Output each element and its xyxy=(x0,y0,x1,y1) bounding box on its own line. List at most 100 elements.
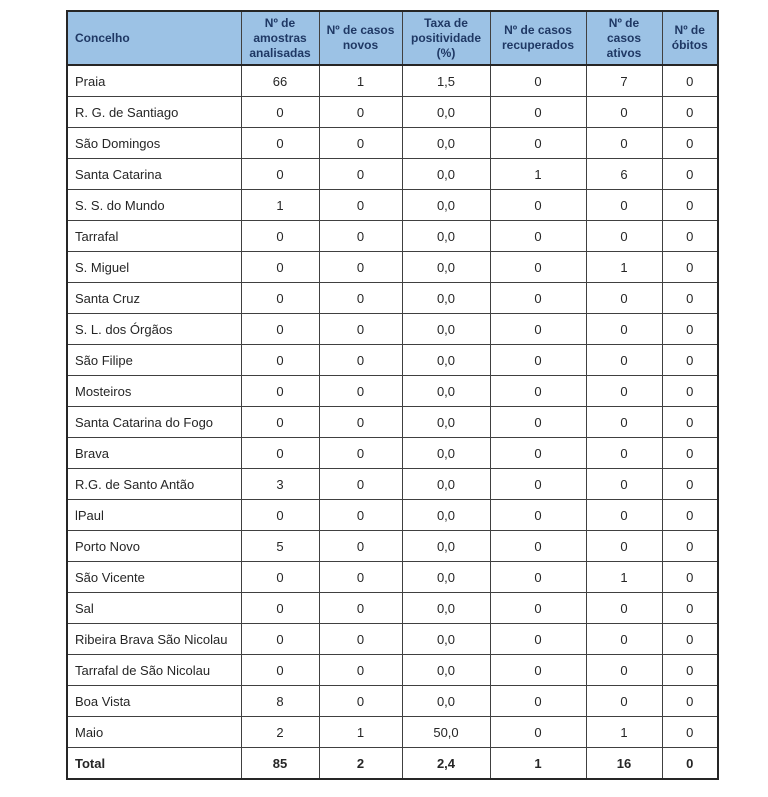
value-cell: 0 xyxy=(489,127,587,159)
value-cell: 0 xyxy=(661,158,719,190)
value-cell: 0 xyxy=(585,623,663,655)
concelho-cell: lPaul xyxy=(66,499,242,531)
total-value-cell: 1 xyxy=(489,747,587,780)
value-cell: 0 xyxy=(318,561,403,593)
value-cell: 0 xyxy=(489,220,587,252)
value-cell: 0 xyxy=(318,251,403,283)
value-cell: 0 xyxy=(585,375,663,407)
value-cell: 5 xyxy=(240,530,320,562)
value-cell: 0 xyxy=(489,344,587,376)
value-cell: 0 xyxy=(318,406,403,438)
value-cell: 0 xyxy=(318,685,403,717)
value-cell: 0 xyxy=(318,344,403,376)
concelho-cell: São Filipe xyxy=(66,344,242,376)
table-row: Santa Cruz 0 0 0,0 0 0 0 xyxy=(66,282,719,314)
value-cell: 0 xyxy=(240,96,320,128)
value-cell: 0 xyxy=(661,282,719,314)
value-cell: 2 xyxy=(240,716,320,748)
value-cell: 0 xyxy=(585,344,663,376)
concelho-cell: Santa Catarina xyxy=(66,158,242,190)
value-cell: 0 xyxy=(585,220,663,252)
value-cell: 0,0 xyxy=(401,313,491,345)
total-value-cell: 2,4 xyxy=(401,747,491,780)
value-cell: 0 xyxy=(240,499,320,531)
header-row: Concelho Nº de amostras analisadas Nº de c… xyxy=(66,10,719,66)
table-row: S. Miguel 0 0 0,0 0 1 0 xyxy=(66,251,719,283)
value-cell: 1 xyxy=(489,158,587,190)
value-cell: 0 xyxy=(318,220,403,252)
value-cell: 0 xyxy=(318,127,403,159)
concelho-cell: Santa Cruz xyxy=(66,282,242,314)
value-cell: 0 xyxy=(661,375,719,407)
concelho-cell: Ribeira Brava São Nicolau xyxy=(66,623,242,655)
value-cell: 0 xyxy=(661,499,719,531)
value-cell: 0,0 xyxy=(401,375,491,407)
concelho-cell: Praia xyxy=(66,64,242,97)
value-cell: 0 xyxy=(318,592,403,624)
concelho-cell: Brava xyxy=(66,437,242,469)
value-cell: 0 xyxy=(240,623,320,655)
value-cell: 1 xyxy=(240,189,320,221)
value-cell: 0 xyxy=(661,189,719,221)
covid-municipality-table: Concelho Nº de amostras analisadas Nº de c… xyxy=(66,10,719,780)
value-cell: 0 xyxy=(240,375,320,407)
value-cell: 0 xyxy=(240,344,320,376)
table-row: Tarrafal de São Nicolau 0 0 0,0 0 0 0 xyxy=(66,654,719,686)
table-row: Boa Vista 8 0 0,0 0 0 0 xyxy=(66,685,719,717)
value-cell: 0 xyxy=(585,685,663,717)
value-cell: 0 xyxy=(661,592,719,624)
table-row: Santa Catarina do Fogo 0 0 0,0 0 0 0 xyxy=(66,406,719,438)
table-row: Brava 0 0 0,0 0 0 0 xyxy=(66,437,719,469)
value-cell: 0 xyxy=(318,375,403,407)
concelho-cell: S. L. dos Órgãos xyxy=(66,313,242,345)
table-row: lPaul 0 0 0,0 0 0 0 xyxy=(66,499,719,531)
value-cell: 0 xyxy=(489,437,587,469)
value-cell: 0 xyxy=(489,282,587,314)
value-cell: 0 xyxy=(489,313,587,345)
concelho-cell: Porto Novo xyxy=(66,530,242,562)
value-cell: 0 xyxy=(318,189,403,221)
value-cell: 0 xyxy=(318,282,403,314)
value-cell: 1 xyxy=(318,64,403,97)
value-cell: 0 xyxy=(318,499,403,531)
value-cell: 0 xyxy=(240,127,320,159)
value-cell: 0,0 xyxy=(401,468,491,500)
value-cell: 0 xyxy=(661,685,719,717)
table-row: R.G. de Santo Antão 3 0 0,0 0 0 0 xyxy=(66,468,719,500)
value-cell: 0 xyxy=(240,437,320,469)
table-row: Maio 2 1 50,0 0 1 0 xyxy=(66,716,719,748)
concelho-cell: Santa Catarina do Fogo xyxy=(66,406,242,438)
concelho-cell: Tarrafal de São Nicolau xyxy=(66,654,242,686)
table-row: São Vicente 0 0 0,0 0 1 0 xyxy=(66,561,719,593)
column-header-5: Nº de casos ativos xyxy=(585,10,663,66)
concelho-cell: S. S. do Mundo xyxy=(66,189,242,221)
value-cell: 0 xyxy=(661,468,719,500)
value-cell: 0 xyxy=(489,251,587,283)
table-row: Sal 0 0 0,0 0 0 0 xyxy=(66,592,719,624)
value-cell: 0 xyxy=(585,406,663,438)
value-cell: 0 xyxy=(240,561,320,593)
value-cell: 0 xyxy=(585,654,663,686)
value-cell: 0 xyxy=(240,313,320,345)
table-row: Tarrafal 0 0 0,0 0 0 0 xyxy=(66,220,719,252)
value-cell: 0 xyxy=(661,344,719,376)
value-cell: 0 xyxy=(240,592,320,624)
value-cell: 0 xyxy=(585,127,663,159)
total-row: Total 85 2 2,4 1 16 0 xyxy=(66,747,719,780)
value-cell: 0 xyxy=(318,623,403,655)
value-cell: 0 xyxy=(489,592,587,624)
concelho-cell: Boa Vista xyxy=(66,685,242,717)
value-cell: 3 xyxy=(240,468,320,500)
concelho-cell: Tarrafal xyxy=(66,220,242,252)
value-cell: 0 xyxy=(489,685,587,717)
value-cell: 0 xyxy=(585,468,663,500)
total-label-cell: Total xyxy=(66,747,242,780)
column-header-6: Nº de óbitos xyxy=(661,10,719,66)
table-row: Santa Catarina 0 0 0,0 1 6 0 xyxy=(66,158,719,190)
value-cell: 0 xyxy=(661,530,719,562)
column-header-3: Taxa de positividade (%) xyxy=(401,10,491,66)
value-cell: 0 xyxy=(489,468,587,500)
column-header-1: Nº de amostras analisadas xyxy=(240,10,320,66)
value-cell: 0 xyxy=(489,530,587,562)
table-header: Concelho Nº de amostras analisadas Nº de c… xyxy=(66,10,719,66)
